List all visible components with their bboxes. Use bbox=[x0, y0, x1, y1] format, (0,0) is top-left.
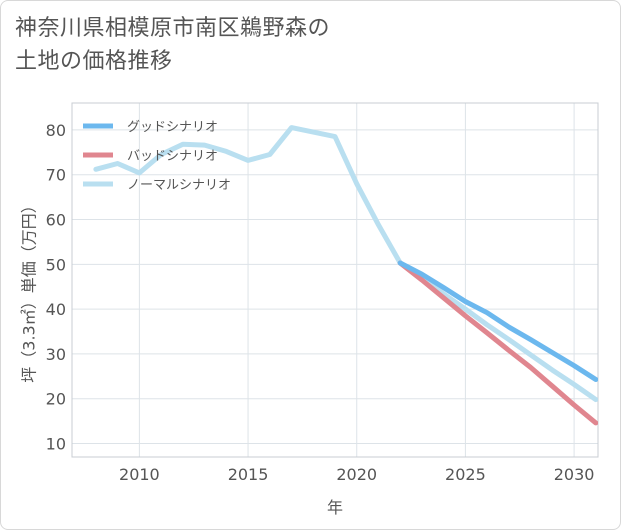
y-tick-label: 70 bbox=[46, 166, 66, 185]
x-tick-label: 2030 bbox=[554, 465, 595, 484]
y-tick-label: 20 bbox=[46, 390, 66, 409]
normal-scenario-line bbox=[93, 125, 598, 403]
y-tick-label: 30 bbox=[46, 345, 66, 364]
x-tick-label: 2025 bbox=[445, 465, 486, 484]
chart-title: 神奈川県相模原市南区鵜野森の 土地の価格推移 bbox=[15, 12, 330, 78]
chart-title-line2: 土地の価格推移 bbox=[15, 49, 173, 74]
legend-normal-scenario-label: ノーマルシナリオ bbox=[127, 178, 231, 193]
bad-scenario-line bbox=[397, 260, 598, 426]
x-axis-title: 年 bbox=[327, 498, 343, 517]
series-lines bbox=[93, 125, 598, 426]
y-tick-label: 40 bbox=[46, 300, 66, 319]
x-tick-label: 2010 bbox=[119, 465, 160, 484]
good-scenario-line bbox=[397, 260, 598, 382]
y-axis-ticks: 10 20 30 40 50 60 70 80 bbox=[46, 121, 66, 454]
y-axis-title: 坪（3.3㎡）単価（万円） bbox=[20, 197, 39, 382]
legend-bad-scenario-label: バッドシナリオ bbox=[127, 149, 218, 164]
y-tick-label: 50 bbox=[46, 255, 66, 274]
chart-title-line1: 神奈川県相模原市南区鵜野森の bbox=[15, 16, 331, 41]
x-axis-ticks: 2010 2015 2020 2025 2030 bbox=[119, 465, 594, 484]
legend-good-scenario-label: グッドシナリオ bbox=[127, 120, 218, 135]
y-tick-label: 80 bbox=[46, 121, 66, 140]
plot-area-border bbox=[71, 102, 599, 458]
x-tick-label: 2020 bbox=[336, 465, 377, 484]
x-tick-label: 2015 bbox=[228, 465, 269, 484]
y-tick-label: 10 bbox=[46, 435, 66, 454]
y-tick-label: 60 bbox=[46, 211, 66, 230]
